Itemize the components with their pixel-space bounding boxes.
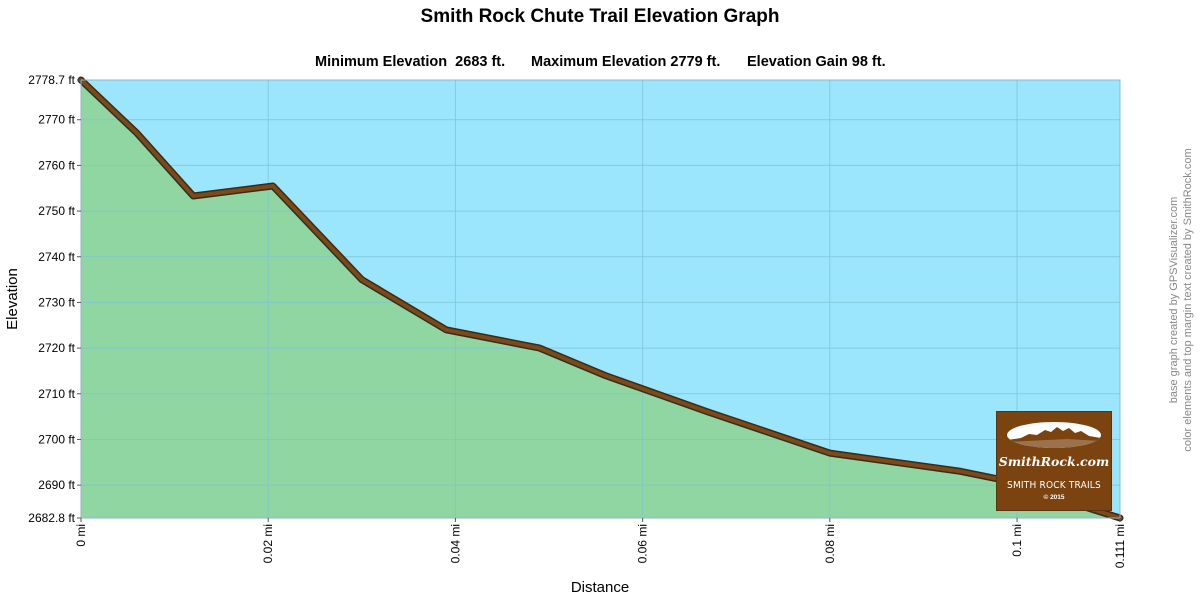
x-tick-label: 0 mi <box>74 524 88 547</box>
y-tick-label: 2730 ft <box>38 295 75 309</box>
max-elevation-stat: Maximum Elevation 2779 ft. <box>531 54 721 70</box>
rock-silhouette-icon <box>1007 422 1101 448</box>
elevation-gain-stat: Elevation Gain 98 ft. <box>747 54 886 70</box>
y-tick-label: 2778.7 ft <box>28 73 75 87</box>
x-tick-label: 0.1 mi <box>1010 524 1024 557</box>
y-tick-label: 2750 ft <box>38 204 75 218</box>
y-axis-title: Elevation <box>4 268 21 330</box>
smithrock-logo: SmithRock.com SMITH ROCK TRAILS © 2015 <box>996 411 1112 511</box>
x-tick-label: 0.02 mi <box>261 524 275 563</box>
y-tick-label: 2770 ft <box>38 113 75 127</box>
data-point <box>444 327 449 332</box>
y-tick-label: 2700 ft <box>38 432 75 446</box>
data-point <box>359 277 364 282</box>
y-tick-label: 2740 ft <box>38 250 75 264</box>
x-tick-label: 0.111 mi <box>1113 524 1127 568</box>
y-tick-label: 2690 ft <box>38 478 75 492</box>
plot-border <box>80 79 1121 519</box>
x-tick-label: 0.06 mi <box>636 524 650 563</box>
y-tick-label: 2710 ft <box>38 387 75 401</box>
chart-title: Smith Rock Chute Trail Elevation Graph <box>420 6 780 27</box>
y-tick-label: 2682.8 ft <box>28 511 75 525</box>
logo-subtitle: SMITH ROCK TRAILS <box>1007 480 1101 491</box>
x-axis-title: Distance <box>571 579 629 596</box>
data-point <box>827 451 832 456</box>
logo-copyright: © 2015 <box>1043 494 1065 501</box>
data-point <box>270 183 275 188</box>
data-point <box>537 346 542 351</box>
y-tick-label: 2720 ft <box>38 341 75 355</box>
elevation-area <box>81 80 1120 518</box>
credit-gpsvisualizer: base graph created by GPSVisualizer.com <box>1168 196 1180 404</box>
data-point <box>135 131 140 136</box>
data-point <box>603 373 608 378</box>
logo-site-name: SmithRock.com <box>998 454 1110 469</box>
data-point <box>191 194 196 199</box>
data-point <box>958 469 963 474</box>
data-point <box>706 410 711 415</box>
x-tick-label: 0.08 mi <box>823 524 837 563</box>
credit-smithrock: color elements and top margin text creat… <box>1182 148 1194 452</box>
x-tick-label: 0.04 mi <box>448 524 462 563</box>
y-tick-label: 2760 ft <box>38 158 75 172</box>
min-elevation-stat: Minimum Elevation 2683 ft. <box>315 54 506 70</box>
